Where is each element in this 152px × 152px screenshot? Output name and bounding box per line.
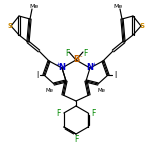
Text: F: F (83, 48, 87, 57)
Text: +: + (92, 62, 96, 67)
Text: Me: Me (46, 88, 54, 93)
Text: F: F (65, 48, 69, 57)
Text: F: F (57, 109, 61, 117)
Text: F: F (91, 109, 95, 117)
Text: Me: Me (29, 5, 39, 9)
Text: S: S (140, 23, 145, 29)
Text: N: N (86, 64, 93, 73)
Text: Me: Me (98, 88, 106, 93)
Text: +: + (56, 62, 60, 67)
Text: B: B (73, 55, 79, 64)
Text: F: F (74, 135, 78, 145)
Text: I: I (114, 71, 116, 79)
Text: N: N (59, 64, 66, 73)
Text: Me: Me (113, 5, 123, 9)
Text: -: - (80, 53, 82, 59)
Text: I: I (36, 71, 38, 79)
Text: S: S (7, 23, 12, 29)
